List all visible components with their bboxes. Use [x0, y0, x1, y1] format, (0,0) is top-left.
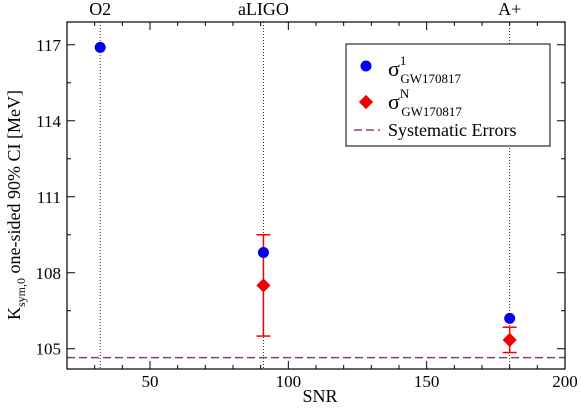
legend-entry-sigma-1-main: σ — [388, 56, 400, 81]
y-axis-title-sub: sym,0 — [14, 278, 28, 307]
reference-line-label-1: aLIGO — [238, 0, 289, 19]
y-tick-label-117: 117 — [36, 36, 61, 55]
x-axis-title: SNR — [302, 386, 337, 406]
reference-line-label-0: O2 — [89, 0, 111, 19]
legend-entry-sigma-n-sup: N — [400, 86, 410, 101]
x-tick-label-100: 100 — [276, 372, 302, 391]
legend-marker-circle — [360, 60, 372, 72]
data-point-diamond-1 — [502, 332, 517, 347]
y-axis-title-rest: one-sided 90% CI [MeV] — [4, 90, 24, 278]
y-axis-title-main: K — [4, 307, 24, 320]
data-point-circle-0 — [94, 41, 106, 53]
y-tick-label-108: 108 — [36, 264, 62, 283]
legend-entry-systematic: Systematic Errors — [388, 120, 516, 140]
legend-marker-diamond — [358, 94, 374, 110]
data-point-diamond-0 — [256, 278, 271, 293]
x-tick-label-50: 50 — [142, 372, 159, 391]
legend-entry-sigma-n-sub: GW170817 — [401, 104, 462, 119]
x-tick-label-200: 200 — [552, 372, 578, 391]
data-point-circle-2 — [504, 312, 516, 324]
y-ticks: 105 108 111 114 117 — [36, 36, 565, 359]
data-point-circle-1 — [257, 246, 269, 258]
errorbars — [256, 234, 517, 354]
y-tick-label-111: 111 — [37, 188, 61, 207]
legend-box — [345, 43, 551, 147]
legend-entry-sigma-n: σN GW170817 — [388, 86, 462, 119]
legend-entry-sigma-1: σ1 GW170817 — [388, 53, 462, 86]
x-ticks: 50 100 150 200 — [94, 22, 578, 391]
legend-entry-sigma-n-main: σ — [388, 89, 400, 114]
y-tick-label-114: 114 — [36, 112, 61, 131]
reference-line-labels: O2 aLIGO A+ — [89, 0, 521, 19]
reference-line-label-2: A+ — [498, 0, 521, 19]
data-points — [94, 41, 517, 347]
legend-entry-sigma-1-sub: GW170817 — [400, 71, 461, 86]
y-axis-title: Ksym,0 one-sided 90% CI [MeV] — [4, 90, 28, 320]
legend: σ1 GW170817 σN GW170817 Systematic Errors — [345, 43, 551, 147]
legend-entry-sigma-1-sup: 1 — [400, 53, 407, 68]
x-tick-label-150: 150 — [414, 372, 440, 391]
y-tick-label-105: 105 — [36, 340, 62, 359]
